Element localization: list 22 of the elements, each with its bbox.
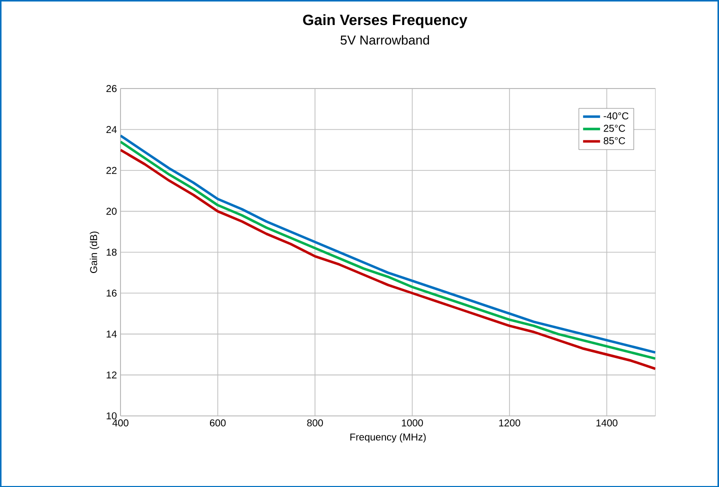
- legend-label: 85°C: [604, 136, 626, 144]
- y-tick-label: 12: [106, 371, 116, 378]
- y-tick-label: 14: [106, 330, 117, 338]
- y-tick-label: 22: [106, 166, 116, 174]
- y-tick-label: 16: [106, 289, 117, 296]
- x-tick-label: 1400: [596, 419, 618, 426]
- x-tick-label: 600: [210, 419, 226, 426]
- y-tick-label: 10: [106, 412, 117, 420]
- y-tick-label: 24: [106, 126, 117, 133]
- legend-label: 25°C: [604, 124, 626, 132]
- x-tick-label: 1000: [402, 419, 423, 426]
- chart-subtitle: 5V Narrowband: [340, 34, 429, 44]
- y-tick-label: 20: [106, 208, 117, 215]
- x-tick-label: 800: [307, 419, 323, 426]
- x-axis-title: Frequency (MHz): [350, 433, 426, 442]
- legend-label: -40°C: [604, 112, 628, 120]
- y-axis-title: Gain (dB): [90, 231, 100, 273]
- chart-title: Gain Verses Frequency: [303, 14, 468, 28]
- y-tick-label: 18: [106, 248, 117, 256]
- x-tick-label: 400: [112, 419, 128, 426]
- x-tick-label: 1200: [499, 419, 520, 426]
- y-tick-label: 26: [106, 84, 117, 92]
